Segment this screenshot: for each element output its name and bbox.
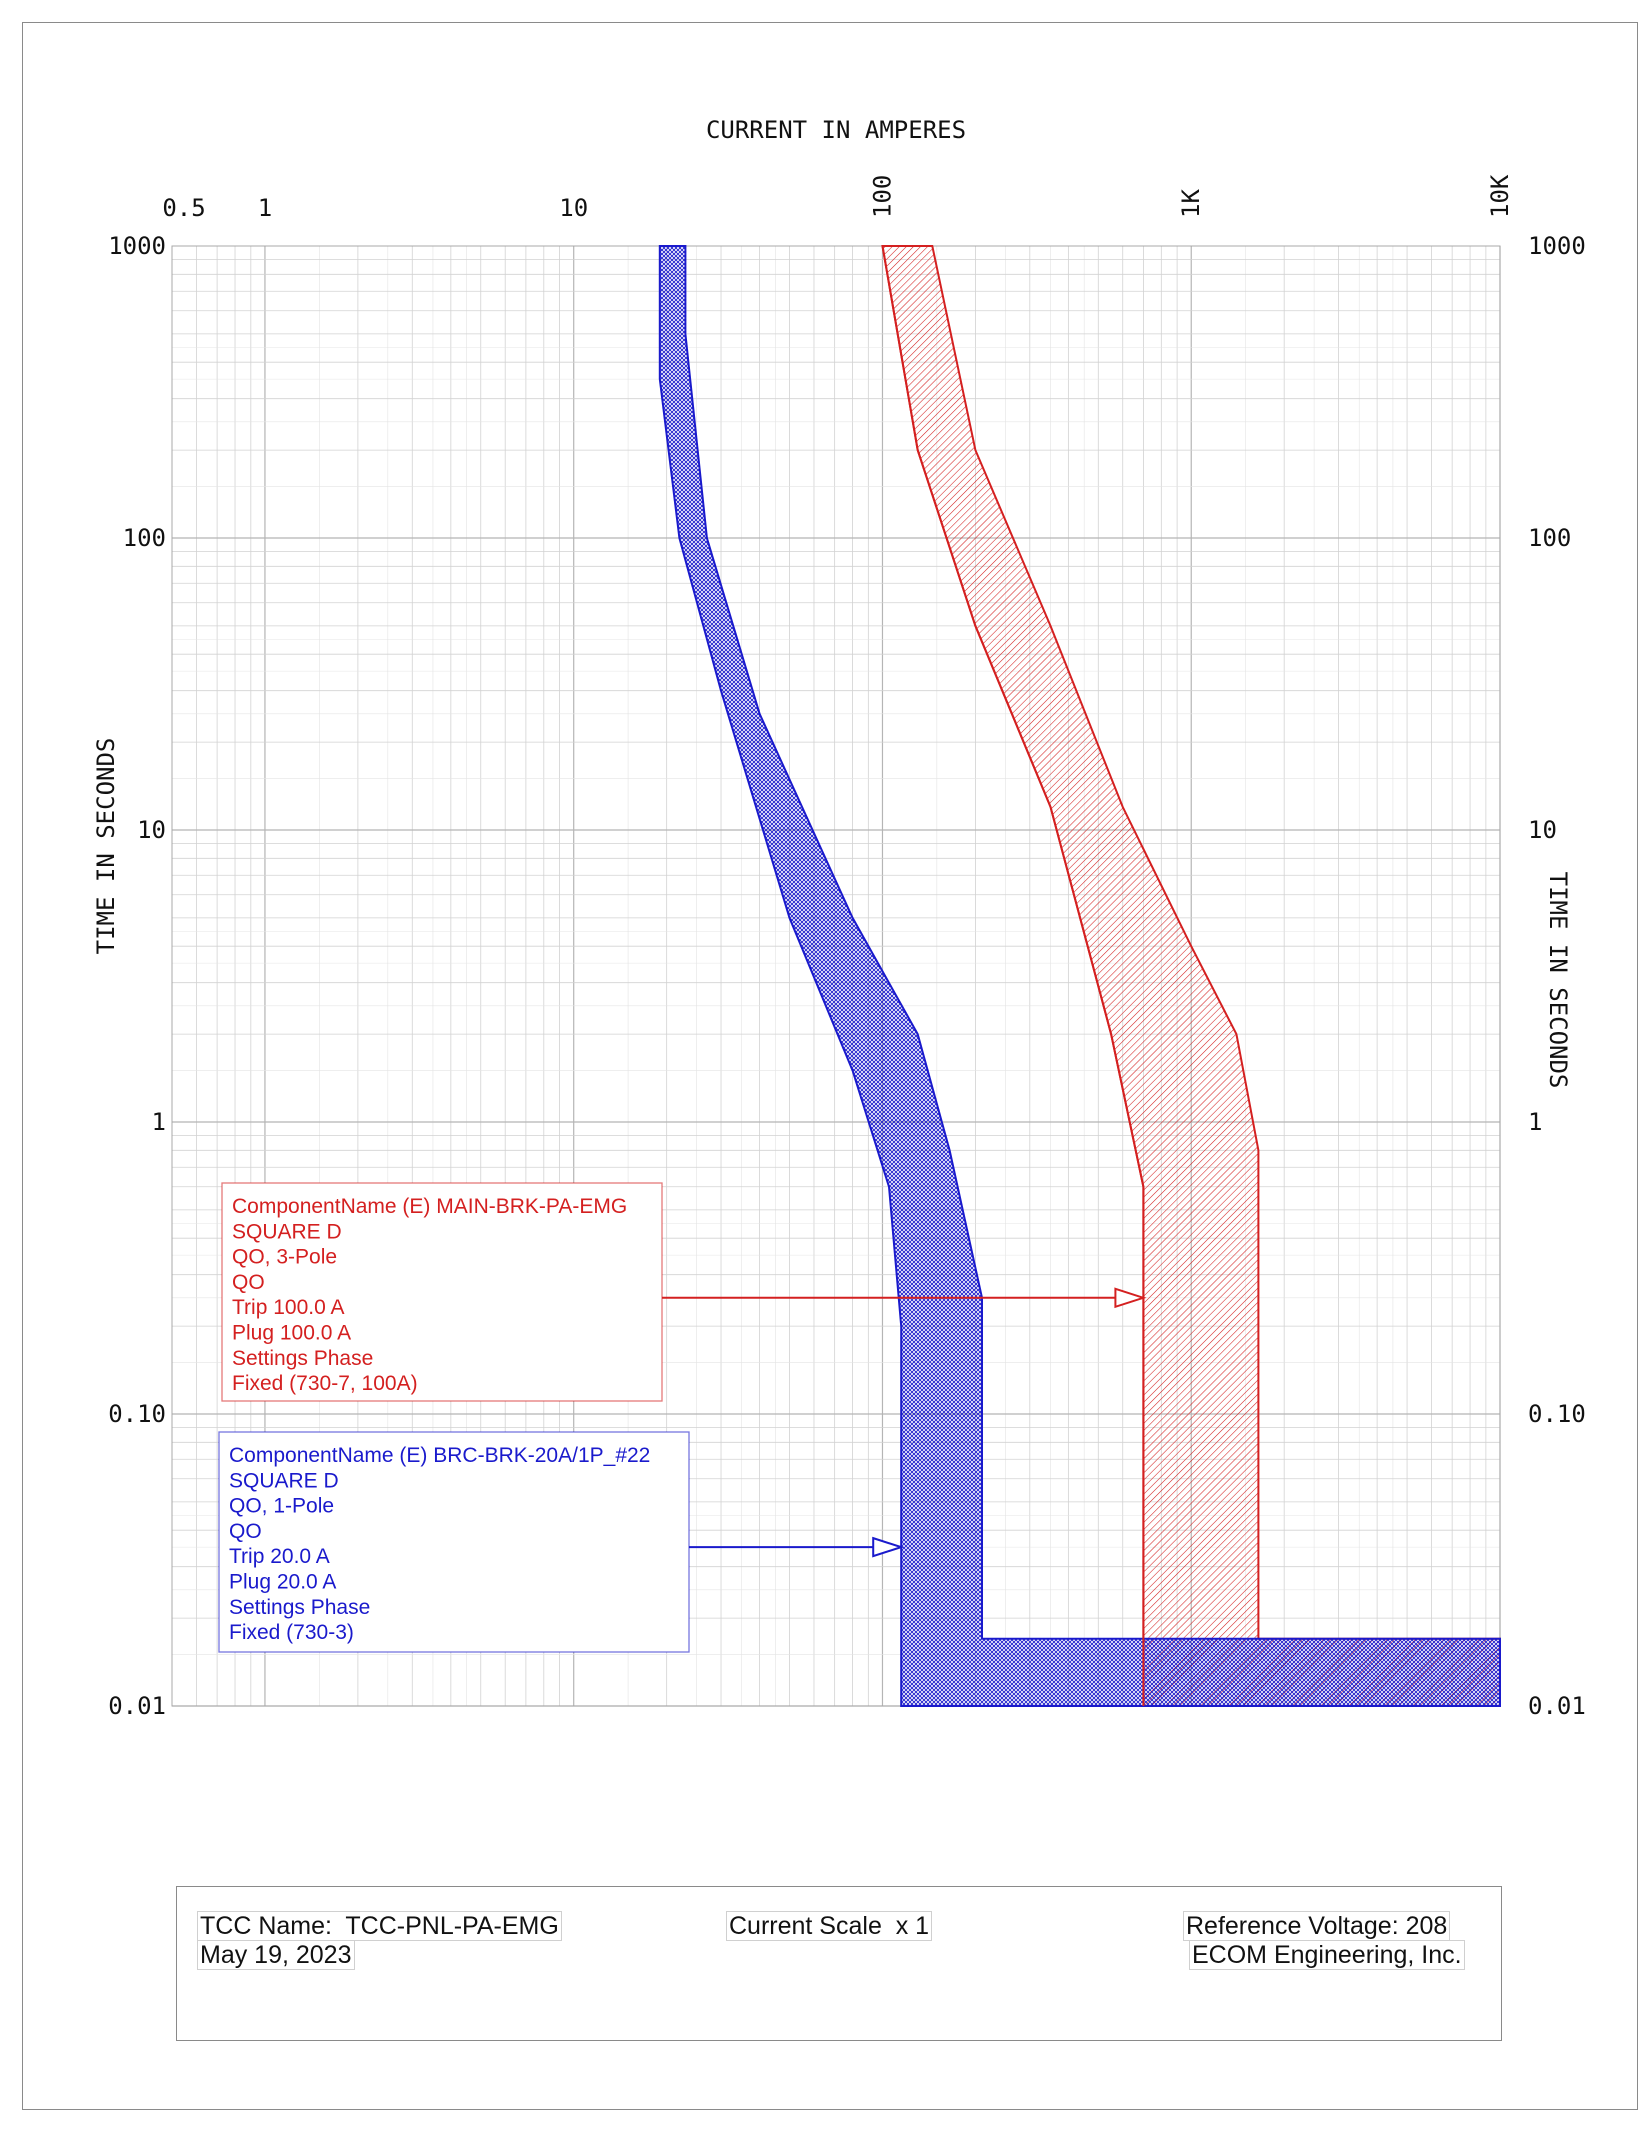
annotation-line: Plug 100.0 A (232, 1322, 351, 1345)
y-tick-label-left: 100 (123, 524, 166, 552)
annotations: ComponentName (E) MAIN-BRK-PA-EMGSQUARE … (218, 1182, 1147, 1653)
y-tick-label-left: 1000 (108, 232, 166, 260)
x-tick-label: 1K (1177, 189, 1205, 218)
y-tick-label-right: 1000 (1528, 232, 1586, 260)
curve-band-1-edge (881, 245, 1145, 1706)
y-tick-label-right: 100 (1528, 524, 1571, 552)
y-tick-label-right: 1 (1528, 1108, 1542, 1136)
annotation-line: Fixed (730-7, 100A) (232, 1372, 418, 1395)
annotation-box-2 (218, 1431, 690, 1653)
x-tick-label: 100 (868, 175, 896, 218)
y-tick-label-right: 0.10 (1528, 1400, 1586, 1428)
annotation-line: Trip 100.0 A (232, 1296, 344, 1319)
curve-band-2 (658, 245, 1501, 1707)
current-scale: Current Scale x 1 (725, 1911, 933, 1941)
annotation-line: Settings Phase (229, 1596, 370, 1619)
annotation-line: SQUARE D (229, 1469, 339, 1492)
annotation-arrow-head (872, 1536, 905, 1558)
axes: CURRENT IN AMPERES TIME IN SECONDS TIME IN… (92, 116, 1586, 1720)
y-tick-label-right: 0.01 (1528, 1692, 1586, 1720)
y-axis-title-right: TIME IN SECONDS (1544, 872, 1572, 1089)
tcc-name: TCC Name: TCC-PNL-PA-EMG (197, 1911, 562, 1941)
y-tick-label-left: 10 (137, 816, 166, 844)
annotation-line: Settings Phase (232, 1347, 373, 1370)
x-tick-label: 10K (1486, 174, 1514, 218)
annotation-line: Plug 20.0 A (229, 1571, 336, 1594)
annotation-line: QO (232, 1271, 265, 1294)
reference-voltage: Reference Voltage: 208 (1182, 1911, 1451, 1941)
annotation-line: Trip 20.0 A (229, 1545, 330, 1568)
company-name: ECOM Engineering, Inc. (1189, 1940, 1465, 1970)
x-axis-title: CURRENT IN AMPERES (706, 116, 966, 144)
annotation-line: SQUARE D (232, 1220, 342, 1243)
annotation-line: QO (229, 1520, 262, 1543)
y-tick-label-left: 1 (152, 1108, 166, 1136)
annotation-line: ComponentName (E) BRC-BRK-20A/1P_#22 (229, 1444, 650, 1467)
annotation-line: ComponentName (E) MAIN-BRK-PA-EMG (232, 1195, 627, 1218)
annotation-line: QO, 1-Pole (229, 1495, 334, 1518)
y-tick-label-left: 0.10 (108, 1400, 166, 1428)
y-tick-label-right: 10 (1528, 816, 1557, 844)
y-axis-title-left: TIME IN SECONDS (92, 738, 120, 955)
curve-bands (658, 245, 1501, 1707)
tcc-date: May 19, 2023 (197, 1940, 355, 1970)
x-tick-label: 0.5 (162, 194, 205, 222)
plot-border (171, 245, 1501, 1707)
title-block (176, 1886, 1502, 2041)
annotation-line: Fixed (730-3) (229, 1621, 354, 1644)
y-tick-label-left: 0.01 (108, 1692, 166, 1720)
annotation-arrow-head (1114, 1287, 1147, 1309)
annotation-box-1 (221, 1182, 663, 1402)
x-tick-label: 10 (559, 194, 588, 222)
page-frame (22, 22, 1638, 2110)
annotation-line: QO, 3-Pole (232, 1246, 337, 1269)
x-tick-label: 1 (258, 194, 272, 222)
